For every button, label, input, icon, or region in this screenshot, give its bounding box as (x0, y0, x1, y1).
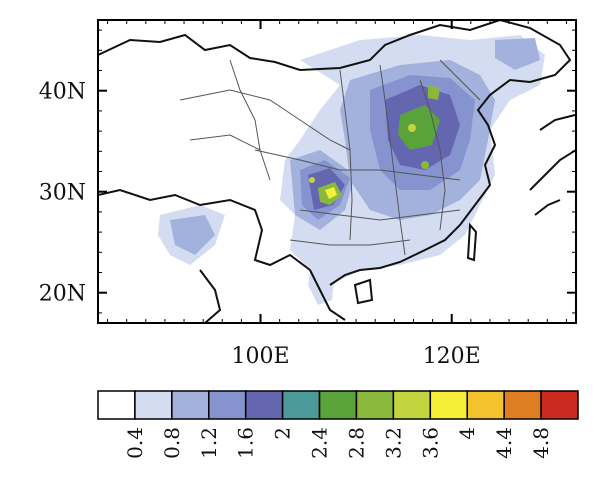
lat-tick-label: 20N (39, 282, 86, 307)
lat-tick-label: 40N (39, 80, 86, 105)
province-borders (179, 59, 481, 256)
lon-tick-label: 100E (231, 344, 289, 369)
colorbar-label: 1.6 (234, 427, 258, 459)
map-area (98, 20, 576, 323)
colorbar-swatch (208, 390, 247, 420)
colorbar-swatch (134, 390, 173, 420)
colorbar-swatch (503, 390, 542, 420)
colorbar-swatch (392, 390, 432, 420)
colorbar-label: 4.4 (492, 427, 516, 459)
colorbar-label: 3.2 (381, 427, 405, 459)
colorbar-swatch (281, 390, 321, 420)
colorbar-label: 0.4 (123, 427, 147, 459)
colorbar-swatch (97, 390, 136, 420)
colorbar-label: 1.2 (197, 427, 221, 459)
colorbar-swatch (466, 390, 505, 420)
colorbar-label: 2 (271, 427, 295, 440)
colorbar-swatch (171, 390, 210, 420)
colorbar-swatch (355, 390, 395, 420)
colorbar-swatch (429, 390, 468, 420)
map-axes: 40N 30N 20N 100E 120E (39, 20, 576, 369)
colorbar-label: 0.8 (160, 427, 184, 459)
colorbar-label: 3.6 (418, 427, 442, 459)
colorbar-label: 2.4 (308, 427, 332, 459)
colorbar-swatch (244, 390, 284, 420)
colorbar-swatch (540, 390, 579, 420)
colorbar-label: 2.8 (344, 427, 368, 459)
colorbar-swatch (318, 390, 358, 420)
colorbar-label: 4.8 (529, 427, 553, 459)
country-borders (98, 20, 576, 323)
colorbar: 0.4 0.8 1.2 1.6 2 2.4 2.8 3.2 3.6 4 4.4 4.8 (97, 390, 579, 459)
colorbar-label: 4 (455, 427, 479, 440)
lat-tick-label: 30N (39, 181, 86, 206)
shaded-field (158, 35, 545, 305)
lon-tick-label: 120E (423, 344, 481, 369)
